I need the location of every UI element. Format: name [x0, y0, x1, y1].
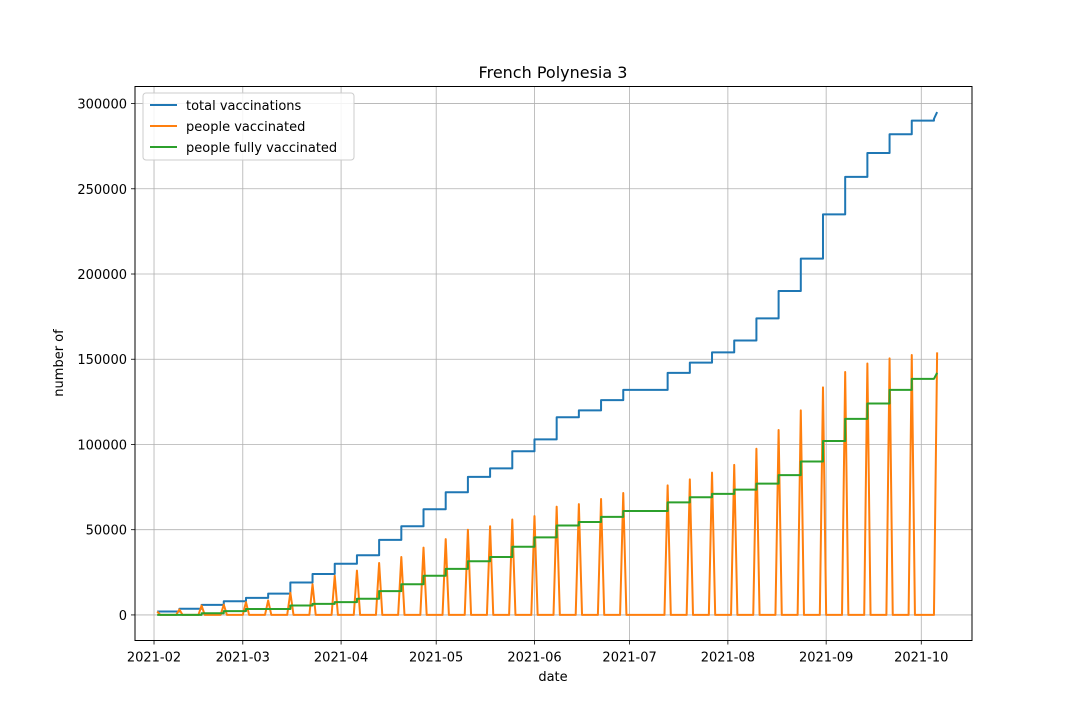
- legend: total vaccinations people vaccinated peo…: [142, 92, 355, 161]
- x-axis-label: date: [538, 670, 567, 685]
- legend-label-people-vaccinated: people vaccinated: [186, 120, 305, 135]
- y-axis: 0 50000 100000 150000 200000 250000 300000: [77, 98, 135, 624]
- x-tick-label: 2021-02: [127, 651, 181, 666]
- x-tick-label: 2021-09: [799, 651, 853, 666]
- y-tick-label: 100000: [77, 438, 127, 453]
- x-tick-label: 2021-05: [409, 651, 463, 666]
- plot-frame: [134, 86, 973, 641]
- series-total-vaccinations: [157, 111, 939, 613]
- y-axis-label: number of: [52, 329, 67, 397]
- x-axis: 2021-02 2021-03 2021-04 2021-05 2021-06 2021-…: [127, 640, 948, 666]
- x-tick-label: 2021-10: [894, 651, 948, 666]
- x-tick-label: 2021-08: [701, 651, 755, 666]
- x-tick-label: 2021-07: [602, 651, 656, 666]
- x-tick-label: 2021-03: [216, 651, 270, 666]
- legend-label-people-fully-vaccinated: people fully vaccinated: [186, 141, 337, 156]
- y-tick-label: 150000: [77, 353, 127, 368]
- chart-title: French Polynesia 3: [479, 63, 628, 82]
- series-people-vaccinated: [156, 352, 939, 616]
- legend-label-total-vaccinations: total vaccinations: [186, 99, 302, 114]
- y-tick-label: 50000: [86, 524, 127, 539]
- series-layer: [156, 111, 939, 616]
- legend-box: [142, 92, 355, 161]
- x-tick-label: 2021-06: [507, 651, 561, 666]
- x-tick-label: 2021-04: [314, 651, 368, 666]
- y-tick-label: 200000: [77, 268, 127, 283]
- y-tick-label: 0: [119, 609, 127, 624]
- series-people-fully-vaccinated: [157, 372, 939, 616]
- y-tick-label: 250000: [77, 183, 127, 198]
- y-tick-label: 300000: [77, 98, 127, 113]
